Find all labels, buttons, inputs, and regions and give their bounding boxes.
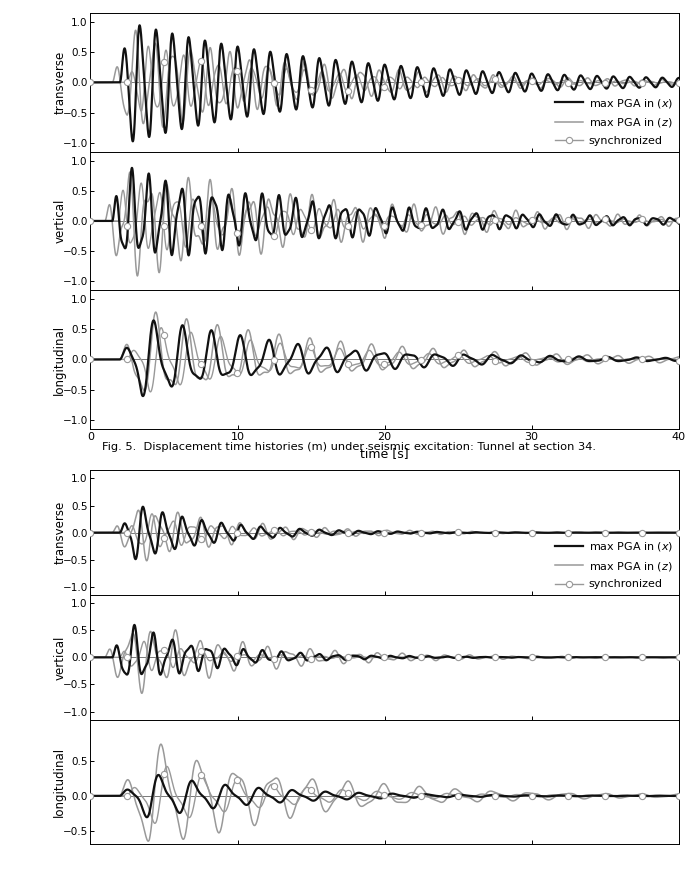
X-axis label: time [s]: time [s] — [361, 447, 409, 460]
Text: Fig. 5.  Displacement time histories (m) under seismic excitation: Tunnel at sec: Fig. 5. Displacement time histories (m) … — [102, 443, 596, 452]
Y-axis label: vertical: vertical — [53, 635, 66, 680]
Y-axis label: longitudinal: longitudinal — [53, 747, 66, 817]
Y-axis label: longitudinal: longitudinal — [53, 325, 66, 395]
Legend: max PGA in ($x$), max PGA in ($z$), synchronized: max PGA in ($x$), max PGA in ($z$), sync… — [555, 540, 673, 590]
Y-axis label: transverse: transverse — [53, 51, 66, 114]
Y-axis label: vertical: vertical — [53, 199, 66, 243]
Y-axis label: transverse: transverse — [53, 501, 66, 564]
Legend: max PGA in ($x$), max PGA in ($z$), synchronized: max PGA in ($x$), max PGA in ($z$), sync… — [555, 97, 673, 146]
